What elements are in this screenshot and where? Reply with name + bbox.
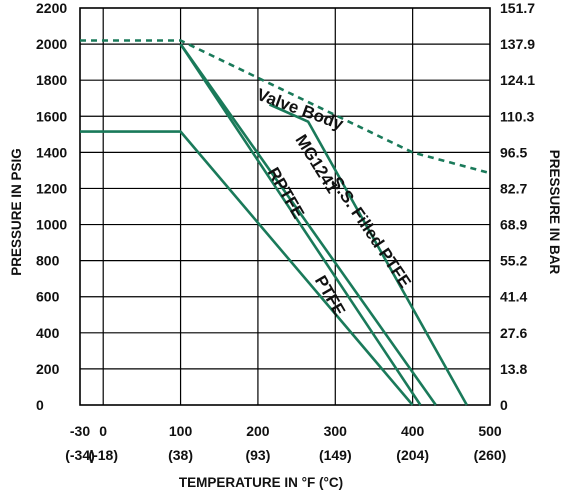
y-tick-label-right: 41.4 [500, 289, 527, 305]
y-tick-label-left: 1800 [36, 72, 67, 88]
x-tick-sublabel: (-18) [88, 447, 118, 463]
y-tick-label-right: 27.6 [500, 325, 527, 341]
y-tick-label-right: 151.7 [500, 0, 535, 16]
x-tick-sublabel: (93) [245, 447, 270, 463]
y-tick-label-right: 55.2 [500, 253, 527, 269]
y-tick-label-right: 0 [500, 397, 508, 413]
y-tick-label-right: 68.9 [500, 217, 527, 233]
series-label: RPTFE [264, 164, 308, 222]
y-tick-label-left: 600 [36, 289, 60, 305]
x-tick-label: 400 [401, 423, 425, 439]
y-tick-label-right: 137.9 [500, 36, 535, 52]
y-tick-label-left: 1400 [36, 144, 67, 160]
y-axis-title-right: PRESSURE IN BAR [547, 150, 562, 275]
y-tick-label-left: 1600 [36, 108, 67, 124]
y-tick-label-left: 2000 [36, 36, 67, 52]
x-tick-sublabel: (-34) [65, 447, 95, 463]
series-label: PTFE [311, 272, 349, 319]
y-axis-title-left: PRESSURE IN PSIG [9, 148, 24, 276]
x-axis-title: TEMPERATURE IN °F (°C) [179, 475, 343, 490]
x-tick-label: 0 [99, 423, 107, 439]
series-line-s-s-filled-ptfe [268, 103, 468, 406]
x-tick-sublabel: (38) [168, 447, 193, 463]
series-line-rptfe [179, 43, 422, 406]
y-tick-label-right: 110.3 [500, 108, 534, 124]
x-tick-label: 500 [478, 423, 502, 439]
x-tick-sublabel: (260) [474, 447, 507, 463]
y-tick-label-right: 13.8 [500, 361, 527, 377]
series-line-mg1241 [179, 43, 437, 406]
y-tick-label-left: 1000 [36, 217, 67, 233]
y-tick-label-right: 82.7 [500, 180, 527, 196]
series-line-valve-body [80, 39, 491, 175]
y-tick-label-left: 2200 [36, 0, 67, 16]
x-tick-sublabel: (204) [396, 447, 429, 463]
y-tick-label-right: 124.1 [500, 72, 535, 88]
y-tick-label-right: 96.5 [500, 144, 527, 160]
series-label: Valve Body [254, 85, 346, 134]
grid [79, 7, 491, 406]
x-tick-label: 300 [324, 423, 348, 439]
series-line-ptfe [80, 130, 414, 406]
x-tick-label: -30 [70, 423, 90, 439]
tick-labels: -30(-34)0(-18)100(38)200(93)300(149)400(… [36, 0, 535, 463]
x-tick-sublabel: (149) [319, 447, 352, 463]
x-tick-label: 100 [169, 423, 193, 439]
series-lines [80, 39, 491, 406]
y-tick-label-left: 200 [36, 361, 60, 377]
y-tick-label-left: 800 [36, 253, 60, 269]
x-tick-label: 200 [246, 423, 270, 439]
series-label: S.S. Filled PTFE [327, 173, 415, 291]
plot-frame [79, 7, 491, 406]
y-tick-label-left: 0 [36, 397, 44, 413]
y-tick-label-left: 400 [36, 325, 60, 341]
y-tick-label-left: 1200 [36, 180, 67, 196]
